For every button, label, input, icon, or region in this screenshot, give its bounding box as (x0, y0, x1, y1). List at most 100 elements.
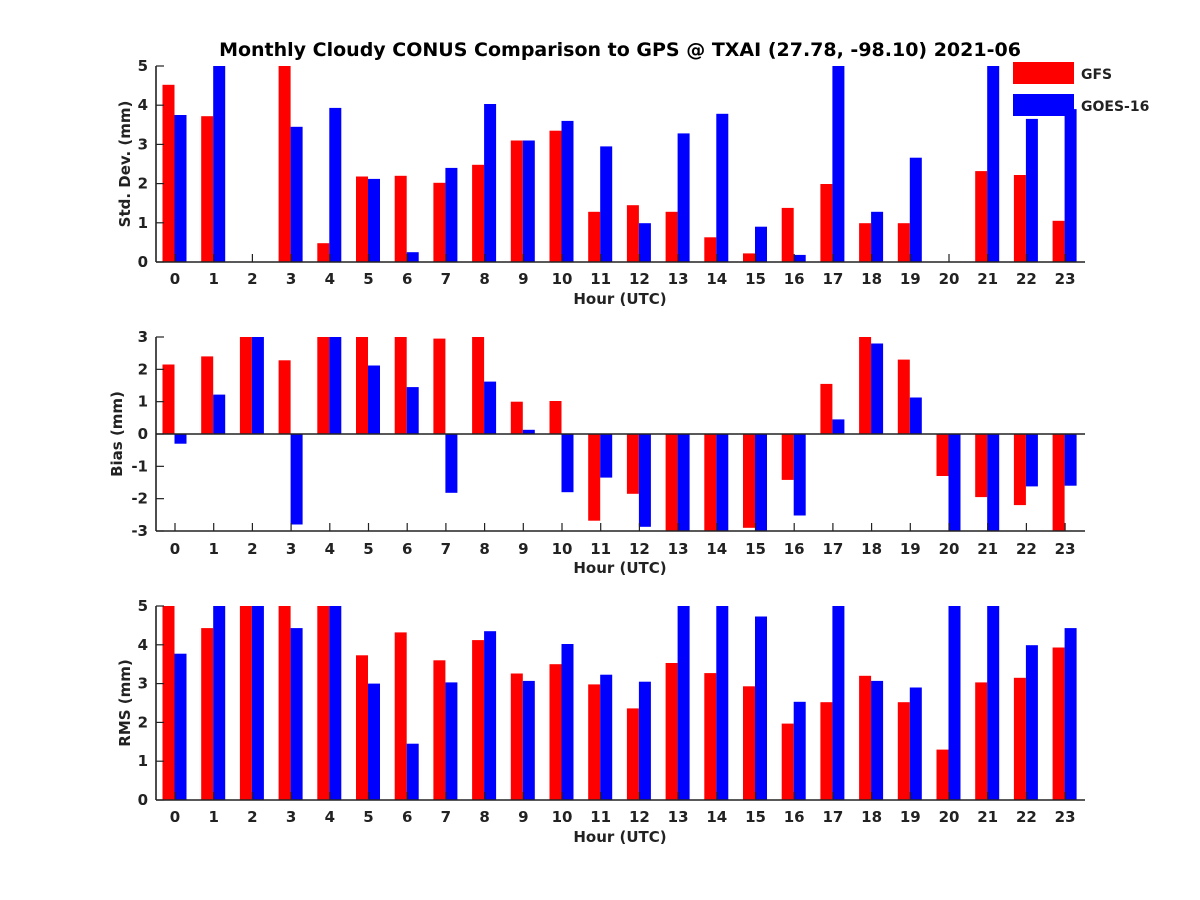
stddev-x-tick-label: 8 (479, 270, 489, 288)
rms-x-tick-label: 23 (1055, 808, 1076, 826)
bias-bar-goes16-h13 (677, 434, 690, 531)
stddev-y-axis-label: Std. Dev. (mm) (116, 101, 134, 228)
stddev-x-tick-label: 14 (706, 270, 727, 288)
rms-bar-goes16-h12 (638, 681, 651, 800)
rms-bar-gfs-h14 (704, 673, 717, 800)
bias-x-tick-label: 10 (552, 540, 573, 558)
stddev-bar-gfs-h8 (472, 164, 485, 262)
rms-bar-goes16-h3 (290, 628, 303, 800)
rms-x-tick-label: 21 (977, 808, 998, 826)
bias-bar-goes16-h19 (909, 397, 922, 434)
bias-x-tick-label: 12 (629, 540, 650, 558)
rms-y-axis-label: RMS (mm) (116, 659, 134, 746)
bias-bar-gfs-h1 (201, 356, 214, 434)
rms-x-tick-label: 19 (900, 808, 921, 826)
stddev-x-tick-label: 18 (861, 270, 882, 288)
stddev-bar-gfs-h13 (665, 211, 678, 262)
stddev-bar-goes16-h19 (909, 157, 922, 262)
stddev-bar-goes16-h23 (1064, 109, 1077, 262)
rms-bar-goes16-h7 (445, 682, 458, 800)
bias-bar-gfs-h8 (472, 337, 485, 434)
bias-bar-gfs-h12 (626, 434, 639, 494)
bias-bar-goes16-h17 (832, 419, 845, 434)
bias-bar-gfs-h17 (820, 383, 833, 434)
rms-bar-goes16-h2 (251, 606, 264, 800)
bias-bar-goes16-h7 (445, 434, 458, 493)
bias-x-tick-label: 13 (668, 540, 689, 558)
bias-x-tick-label: 14 (706, 540, 727, 558)
stddev-bar-goes16-h21 (987, 66, 1000, 262)
rms-x-tick-label: 11 (590, 808, 611, 826)
rms-bar-goes16-h9 (522, 680, 535, 800)
rms-bar-gfs-h1 (201, 628, 214, 800)
stddev-y-tick-label: 3 (138, 135, 148, 153)
bias-bar-gfs-h0 (162, 364, 175, 434)
rms-bar-goes16-h8 (484, 631, 497, 800)
rms-x-axis-label: Hour (UTC) (573, 828, 666, 846)
rms-x-tick-label: 22 (1016, 808, 1037, 826)
stddev-bar-gfs-h4 (317, 243, 330, 262)
bias-x-tick-label: 5 (363, 540, 373, 558)
rms-bar-gfs-h16 (781, 723, 794, 800)
bias-bar-gfs-h15 (743, 434, 755, 528)
stddev-bar-goes16-h5 (368, 178, 380, 262)
stddev-bar-gfs-h5 (356, 176, 368, 262)
rms-x-tick-label: 17 (822, 808, 843, 826)
rms-bar-goes16-h4 (329, 606, 342, 800)
rms-bar-gfs-h7 (433, 660, 446, 800)
rms-x-tick-label: 10 (552, 808, 573, 826)
bias-bar-goes16-h4 (329, 337, 342, 434)
rms-x-tick-label: 14 (706, 808, 727, 826)
legend: GFS GOES-16 (1013, 62, 1149, 116)
stddev-bar-gfs-h23 (1052, 220, 1065, 262)
bias-bar-gfs-h21 (975, 434, 988, 498)
stddev-bar-goes16-h13 (677, 133, 690, 262)
rms-bar-goes16-h13 (677, 606, 690, 800)
rms-bar-gfs-h0 (162, 606, 175, 800)
stddev-bar-goes16-h10 (561, 120, 574, 263)
rms-x-tick-label: 20 (939, 808, 960, 826)
bias-bar-gfs-h19 (897, 359, 910, 434)
bias-bar-goes16-h6 (406, 387, 419, 434)
bias-bar-gfs-h16 (781, 434, 794, 480)
bias-x-tick-label: 3 (286, 540, 296, 558)
rms-x-tick-label: 1 (208, 808, 218, 826)
bias-bars (162, 337, 1077, 531)
bias-x-tick-label: 16 (784, 540, 805, 558)
stddev-x-tick-label: 12 (629, 270, 650, 288)
bias-x-tick-label: 19 (900, 540, 921, 558)
rms-y-tick-label: 2 (138, 713, 148, 731)
rms-x-tick-label: 13 (668, 808, 689, 826)
stddev-bar-goes16-h4 (329, 107, 342, 263)
rms-bar-gfs-h5 (356, 655, 368, 800)
bias-x-tick-label: 18 (861, 540, 882, 558)
rms-bar-goes16-h10 (561, 644, 574, 800)
stddev-x-tick-label: 4 (325, 270, 335, 288)
bias-bar-gfs-h5 (356, 337, 368, 434)
stddev-bar-goes16-h16 (793, 254, 806, 262)
bias-bar-gfs-h3 (278, 360, 291, 434)
bias-bar-goes16-h9 (522, 429, 535, 434)
stddev-bar-goes16-h22 (1025, 118, 1038, 263)
bias-y-tick-label: 0 (138, 425, 148, 443)
rms-bar-goes16-h14 (716, 606, 729, 800)
rms-bar-goes16-h0 (174, 653, 187, 800)
bias-bar-goes16-h20 (948, 434, 961, 531)
stddev-bar-gfs-h0 (162, 84, 175, 262)
rms-bar-goes16-h1 (213, 606, 226, 800)
stddev-bar-goes16-h8 (484, 104, 497, 262)
stddev-x-tick-label: 11 (590, 270, 611, 288)
stddev-x-tick-label: 23 (1055, 270, 1076, 288)
bias-x-tick-label: 23 (1055, 540, 1076, 558)
bias-y-tick-label: 1 (138, 393, 148, 411)
bias-bar-gfs-h2 (239, 337, 252, 434)
stddev-x-tick-label: 0 (170, 270, 180, 288)
bias-y-axis-label: Bias (mm) (108, 391, 126, 477)
rms-bar-goes16-h16 (793, 701, 806, 800)
rms-bar-gfs-h4 (317, 606, 330, 800)
rms-bar-gfs-h12 (626, 708, 639, 800)
bias-bar-goes16-h16 (793, 434, 806, 516)
bias-y-tick-label: 3 (138, 328, 148, 346)
rms-bar-gfs-h2 (239, 606, 252, 800)
